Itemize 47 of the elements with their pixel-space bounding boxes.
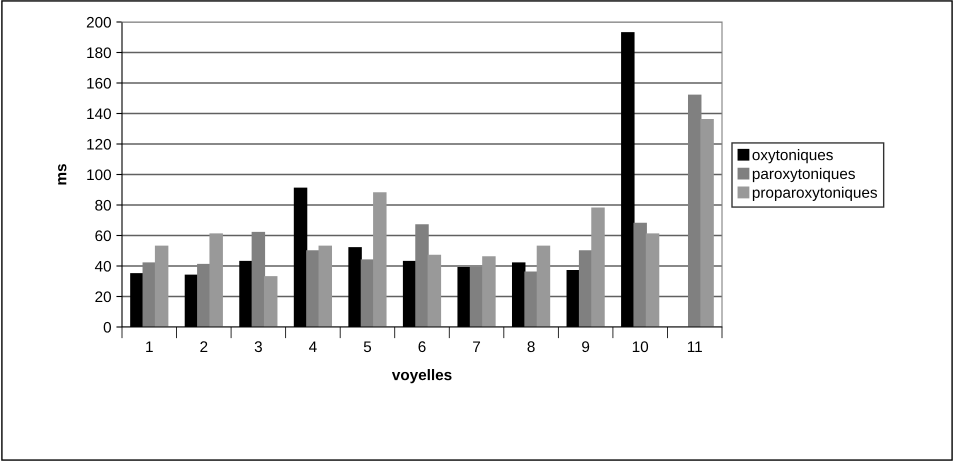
y-tick-label: 180 [87,47,111,58]
y-tick-label: 40 [94,260,111,272]
bar [252,232,266,327]
bar [578,250,592,327]
bar [428,254,442,327]
y-axis-title: ms [58,164,66,185]
bar [306,250,320,327]
bar [482,256,496,327]
bar [264,276,278,327]
y-tick-label: 100 [87,169,111,180]
x-axis-title: voyelles [392,369,452,384]
y-tick-label: 120 [87,138,111,150]
legend-label: oxytoniques [752,149,833,164]
bar [154,246,168,327]
x-tick-label: 11 [688,341,702,352]
x-tick-label: 4 [309,341,317,352]
y-tick-label: 0 [104,322,111,333]
x-tick-label: 9 [582,341,590,352]
y-tick-label: 160 [87,78,111,89]
legend-label: paroxytoniques [752,168,855,182]
x-tick-label: 7 [473,341,480,352]
y-tick-label: 140 [87,108,111,120]
bar [536,246,550,327]
x-tick-label: 10 [632,341,648,352]
bar [415,224,429,327]
y-tick-label: 80 [95,200,111,211]
x-tick-label: 8 [528,341,535,352]
bar [591,207,605,327]
x-tick-label: 6 [418,341,426,352]
x-tick-label: 2 [200,341,208,352]
bar [360,259,374,327]
y-tick-label: 200 [86,16,111,28]
y-tick-label: 60 [95,230,111,242]
legend-label: proparoxytoniques [752,186,878,201]
x-tick-label: 1 [146,341,153,352]
bar [318,246,332,327]
bar [688,94,702,327]
bar [700,119,714,327]
bar [142,262,156,327]
x-tick-label: 5 [364,341,372,352]
y-tick-label: 20 [95,291,111,302]
x-tick-label: 3 [254,341,262,352]
bar [209,233,223,327]
bar [197,264,211,327]
bar [646,233,660,327]
bar [633,222,647,327]
bar [373,192,387,327]
